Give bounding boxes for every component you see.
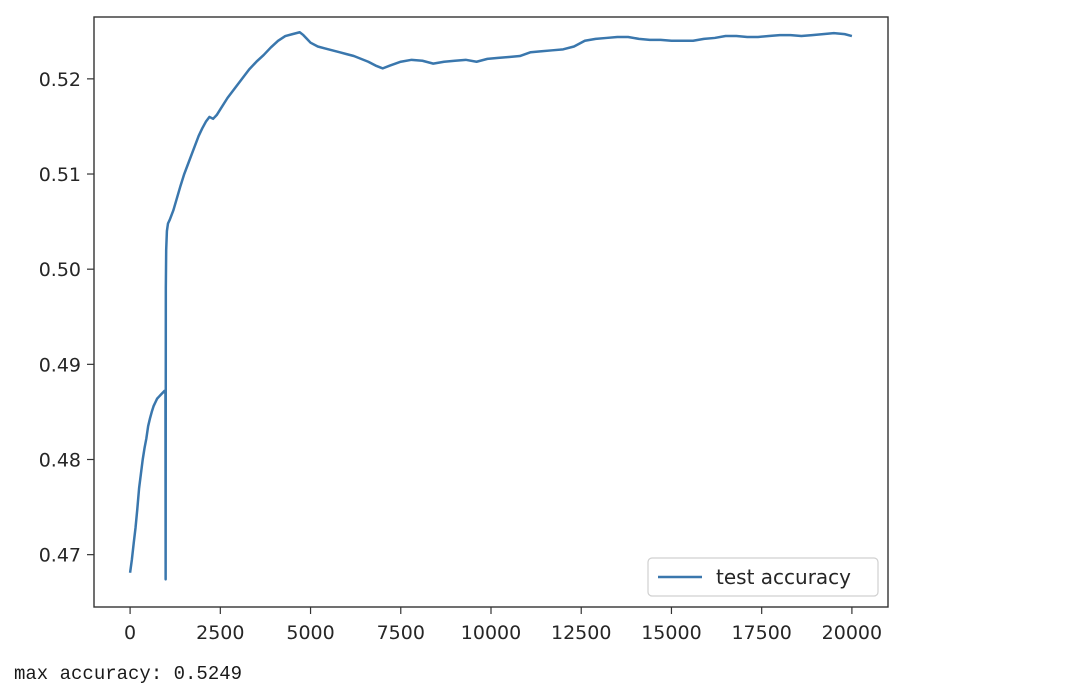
y-axis: 0.47 0.48 0.49 0.50 0.51 0.52: [39, 69, 94, 567]
series-layer: [128, 30, 853, 581]
x-tick-label: 0: [124, 622, 136, 644]
legend: test accuracy: [647, 557, 879, 597]
max-accuracy-output: max accuracy: 0.5249: [14, 663, 243, 685]
y-tick-label: 0.51: [39, 164, 81, 186]
x-tick-label: 2500: [196, 622, 244, 644]
legend-label: test accuracy: [716, 565, 851, 589]
x-tick-label: 5000: [286, 622, 334, 644]
x-tick-label: 17500: [731, 622, 791, 644]
x-axis: 0 2500 5000 7500 10000 12500 15000 17500 20000: [124, 607, 882, 644]
y-tick-label: 0.48: [39, 450, 81, 472]
line-chart: 0 2500 5000 7500 10000 12500 15000 17500 20000 0…: [39, 16, 889, 644]
y-tick-label: 0.49: [39, 354, 81, 376]
y-tick-label: 0.47: [39, 545, 81, 567]
legend-box: [647, 557, 879, 597]
x-tick-label: 12500: [551, 622, 611, 644]
plot-area-background: [94, 17, 888, 607]
series-line-0: [128, 30, 853, 581]
x-tick-label: 15000: [641, 622, 701, 644]
x-tick-label: 20000: [822, 622, 882, 644]
y-tick-label: 0.52: [39, 69, 81, 91]
x-tick-label: 7500: [377, 622, 425, 644]
y-tick-label: 0.50: [39, 259, 81, 281]
x-tick-label: 10000: [461, 622, 521, 644]
